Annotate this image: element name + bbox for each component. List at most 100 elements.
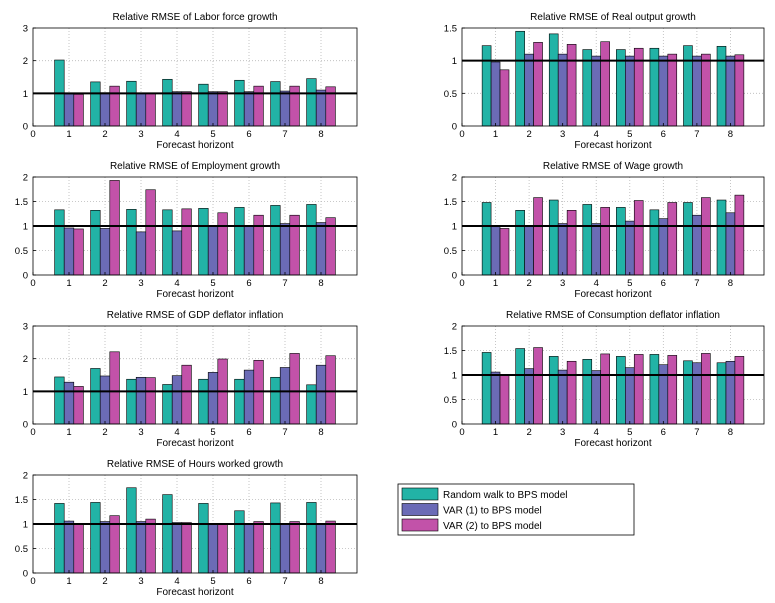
bar-s1-h3 — [126, 80, 137, 127]
x-tick-label: 1 — [66, 129, 71, 140]
bar-s2-h1 — [490, 61, 501, 127]
x-tick-label: 4 — [594, 129, 599, 140]
bar-s3-h4 — [181, 522, 192, 574]
chart-title: Relative RMSE of Consumption deflator in… — [506, 310, 720, 321]
y-tick-label: 0 — [23, 271, 28, 282]
axes-box — [32, 325, 358, 425]
bar-s2-h7 — [279, 90, 291, 127]
bar-s2-h2 — [99, 92, 111, 127]
chart-panel-7: 0 1 2 3 4 5 6 7 8 0 0.5 1 1.5 2 Relative RMSE of Hours… — [15, 459, 358, 598]
bar-s2-h1 — [63, 381, 75, 425]
x-tick-label: 5 — [210, 427, 215, 438]
bar-s1-h4 — [162, 78, 173, 127]
x-tick-label: 3 — [560, 129, 565, 140]
bar-s1-h8 — [306, 502, 317, 574]
bar-s1-h2 — [90, 81, 101, 127]
y-tick-label: 0.5 — [444, 395, 457, 406]
y-tick-label: 2 — [23, 173, 28, 184]
bar-s2-h5 — [207, 523, 219, 574]
x-tick-label: 4 — [174, 576, 179, 587]
x-tick-label: 7 — [282, 129, 287, 140]
x-tick-label: 3 — [138, 278, 143, 289]
axes-box — [32, 27, 358, 127]
bar-s1-h7 — [270, 502, 281, 574]
x-tick-label: 0 — [459, 278, 464, 289]
chart-title: Relative RMSE of Hours worked growth — [107, 459, 283, 470]
bar-s2-h3 — [135, 521, 147, 574]
bar-s2-h7 — [279, 367, 291, 425]
bar-s3-h6 — [253, 521, 264, 574]
bar-s2-h4 — [591, 370, 601, 425]
bar-s1-h2 — [515, 210, 525, 276]
chart-title: Relative RMSE of Wage growth — [543, 161, 683, 172]
bar-s1-h6 — [649, 209, 660, 276]
x-tick-label: 5 — [627, 278, 632, 289]
y-tick-label: 1 — [23, 387, 28, 398]
bar-s3-h2 — [533, 42, 543, 127]
x-tick-label: 2 — [526, 278, 531, 289]
legend-label-3: VAR (2) to BPS model — [443, 521, 542, 532]
x-tick-label: 4 — [174, 427, 179, 438]
bar-s3-h5 — [217, 212, 228, 276]
bar-s3-h4 — [181, 364, 192, 425]
x-tick-label: 8 — [318, 576, 323, 587]
y-tick-label: 1 — [23, 520, 28, 531]
x-axis-label: Forecast horizont — [156, 587, 233, 598]
x-tick-label: 8 — [318, 427, 323, 438]
x-axis-label: Forecast horizont — [156, 140, 233, 151]
bar-s3-h6 — [253, 214, 264, 276]
bar-s2-h8 — [315, 222, 327, 276]
bar-s3-h7 — [701, 197, 711, 276]
bar-s3-h3 — [145, 518, 156, 574]
bar-s3-h8 — [734, 356, 745, 425]
x-tick-label: 0 — [30, 129, 35, 140]
x-tick-label: 7 — [694, 278, 699, 289]
bar-s2-h3 — [557, 53, 568, 127]
chart-panel-6: 0 1 2 3 4 5 6 7 8 0 0.5 1 1.5 2 Relative RMSE of Consu… — [444, 310, 765, 449]
x-tick-label: 2 — [102, 576, 107, 587]
bar-s1-h4 — [162, 494, 173, 574]
bar-s1-h8 — [716, 199, 727, 276]
chart-panel-2: 0 1 2 3 4 5 6 7 8 0 0.5 1 1.5 Relative RMSE of Real o… — [444, 12, 765, 151]
x-tick-label: 7 — [694, 129, 699, 140]
bar-s2-h8 — [315, 364, 327, 425]
x-tick-label: 8 — [318, 278, 323, 289]
bar-s1-h4 — [582, 359, 593, 425]
bar-s2-h6 — [243, 369, 255, 425]
x-tick-label: 7 — [282, 427, 287, 438]
bar-s3-h6 — [667, 53, 678, 127]
bar-s1-h2 — [90, 368, 101, 425]
x-tick-label: 0 — [30, 427, 35, 438]
bar-s3-h7 — [289, 353, 300, 425]
x-tick-label: 4 — [174, 278, 179, 289]
y-tick-label: 0.5 — [15, 246, 28, 257]
bar-s2-h3 — [135, 93, 147, 127]
bar-s1-h4 — [162, 209, 173, 276]
bar-s2-h7 — [692, 214, 702, 276]
x-tick-label: 0 — [30, 278, 35, 289]
x-tick-label: 3 — [560, 278, 565, 289]
bar-s1-h5 — [198, 378, 209, 425]
y-tick-label: 1.5 — [444, 24, 457, 35]
bar-s2-h6 — [658, 218, 669, 276]
bar-s3-h6 — [253, 85, 264, 127]
y-tick-label: 0 — [452, 420, 457, 431]
x-tick-label: 2 — [102, 278, 107, 289]
bar-s2-h1 — [63, 520, 75, 574]
bar-s1-h3 — [126, 209, 137, 276]
chart-panel-3: 0 1 2 3 4 5 6 7 8 0 0.5 1 1.5 2 Relative RMSE of Emplo… — [15, 161, 358, 300]
legend-label-2: VAR (1) to BPS model — [443, 506, 542, 517]
bar-s3-h3 — [566, 44, 577, 127]
y-tick-label: 1 — [23, 89, 28, 100]
bar-s3-h1 — [499, 228, 510, 276]
bar-s2-h7 — [279, 523, 291, 574]
bar-s2-h4 — [171, 230, 183, 276]
y-tick-label: 0.5 — [444, 89, 457, 100]
bar-s2-h8 — [315, 523, 327, 574]
x-tick-label: 5 — [627, 427, 632, 438]
bar-s3-h2 — [109, 180, 120, 276]
y-tick-label: 1 — [23, 222, 28, 233]
bar-s1-h7 — [270, 205, 281, 276]
bar-s1-h1 — [481, 352, 492, 425]
